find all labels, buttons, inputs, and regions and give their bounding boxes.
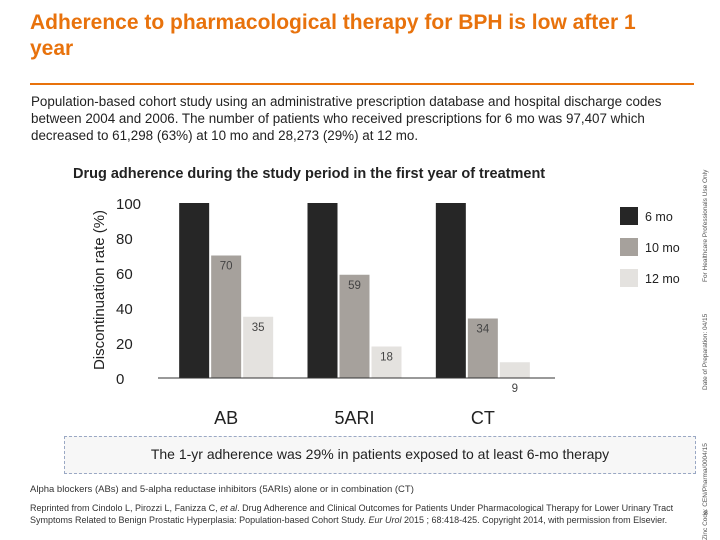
y-tick-label: 100 — [116, 196, 141, 213]
reference-journal: Eur Urol — [368, 515, 402, 525]
y-tick-label: 20 — [116, 336, 133, 353]
bar-5ari-12mo — [371, 346, 402, 378]
bar-ct-6mo — [435, 203, 466, 378]
reference-part-2: . Drug Adherence and Clinical Outcomes f… — [30, 503, 674, 525]
study-description: Population-based cohort study using an a… — [31, 94, 662, 143]
data-label: 35 — [252, 322, 265, 334]
data-label: 70 — [220, 261, 233, 273]
bar-ab-6mo — [179, 203, 210, 378]
data-label: 9 — [512, 383, 518, 395]
reference-etal: et al — [220, 503, 238, 513]
legend-label: 10 mo — [645, 241, 680, 255]
key-finding-text: The 1-yr adherence was 29% in patients e… — [150, 446, 610, 462]
title-divider — [30, 83, 694, 85]
bar-ct-12mo — [499, 362, 530, 378]
chart-title: Drug adherence during the study period i… — [73, 166, 546, 182]
legend-label: 12 mo — [645, 272, 680, 286]
data-label: 34 — [476, 324, 489, 336]
abbreviation-footnote: Alpha blockers (ABs) and 5-alpha reducta… — [30, 484, 414, 495]
bar-5ari-10mo — [339, 274, 370, 378]
bar-ct-10mo — [467, 318, 498, 378]
y-tick-label: 60 — [116, 266, 133, 283]
y-tick-label: 0 — [116, 371, 124, 388]
data-label: 18 — [380, 352, 393, 364]
y-tick-label: 40 — [116, 301, 133, 318]
legend-swatch — [620, 207, 638, 225]
x-tick-label: 5ARI — [334, 408, 374, 428]
bar-ab-10mo — [211, 255, 242, 378]
reference-part-3: 2015 ; 68:418-425. Copyright 2014, with … — [401, 515, 668, 525]
key-finding-callout: The 1-yr adherence was 29% in patients e… — [64, 436, 696, 474]
slide-title: Adherence to pharmacological therapy for… — [30, 11, 636, 60]
x-tick-label: AB — [214, 408, 238, 428]
reference-citation: Reprinted from Cindolo L, Pirozzi L, Fan… — [30, 502, 696, 526]
legend-swatch — [620, 238, 638, 256]
legend-swatch — [620, 269, 638, 287]
page-number: 8 — [704, 510, 708, 517]
data-label: 59 — [348, 280, 361, 292]
y-axis-label: Discontinuation rate (%) — [91, 210, 108, 370]
y-tick-label: 80 — [116, 231, 133, 248]
bar-ab-12mo — [243, 316, 274, 378]
x-tick-label: CT — [471, 408, 495, 428]
reference-part-1: Reprinted from Cindolo L, Pirozzi L, Fan… — [30, 503, 221, 513]
legend-label: 6 mo — [645, 210, 673, 224]
bar-5ari-6mo — [307, 203, 338, 378]
